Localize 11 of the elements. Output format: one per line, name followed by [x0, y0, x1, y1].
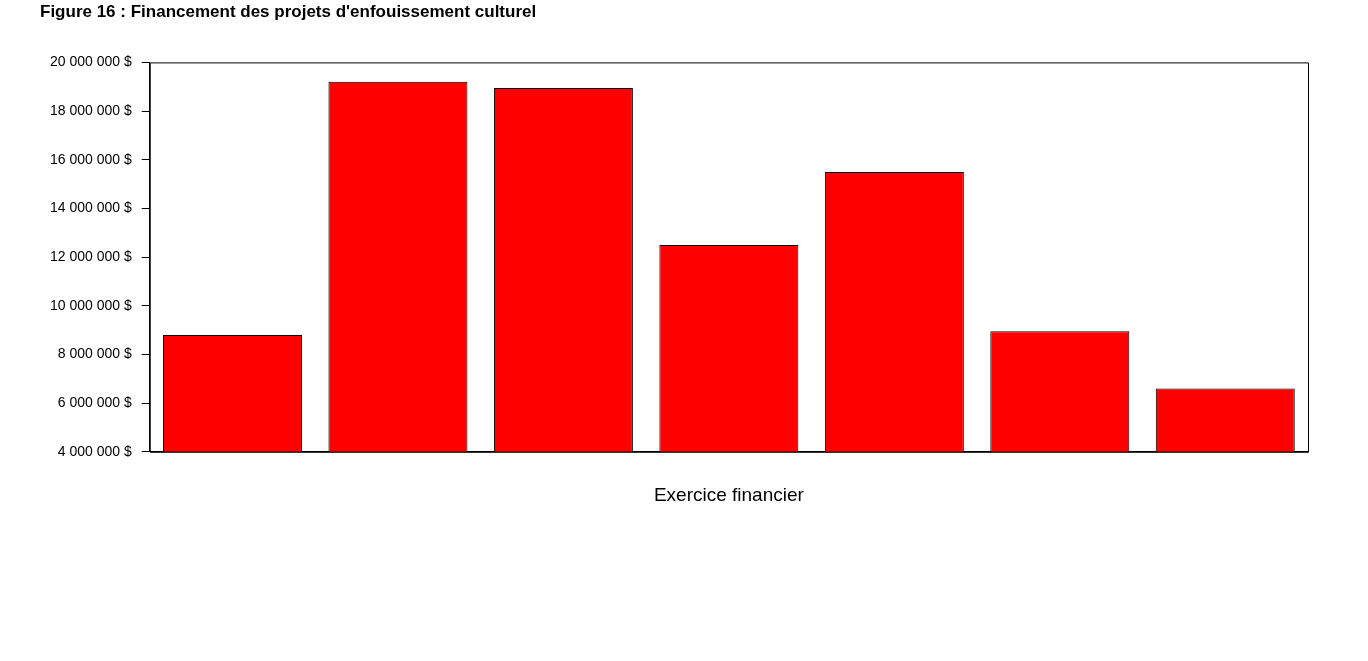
x-axis-title: Exercice financier [653, 483, 805, 505]
y-tick-label: 20 000 000 $ [49, 53, 132, 70]
y-tick-label: 12 000 000 $ [49, 247, 132, 264]
y-tick-label: 10 000 000 $ [49, 296, 132, 313]
y-tick-label: 14 000 000 $ [49, 199, 132, 216]
y-tick-label: 8 000 000 $ [57, 345, 132, 362]
y-tick-label: 6 000 000 $ [57, 393, 132, 410]
y-tick-label: 4 000 000 $ [57, 442, 132, 459]
chart-title: Figure 16 : Financement des projets d'enfouissement culturel [40, 1, 537, 21]
y-tick-label: 18 000 000 $ [49, 101, 132, 118]
y-tick-label: 16 000 000 $ [49, 150, 132, 167]
